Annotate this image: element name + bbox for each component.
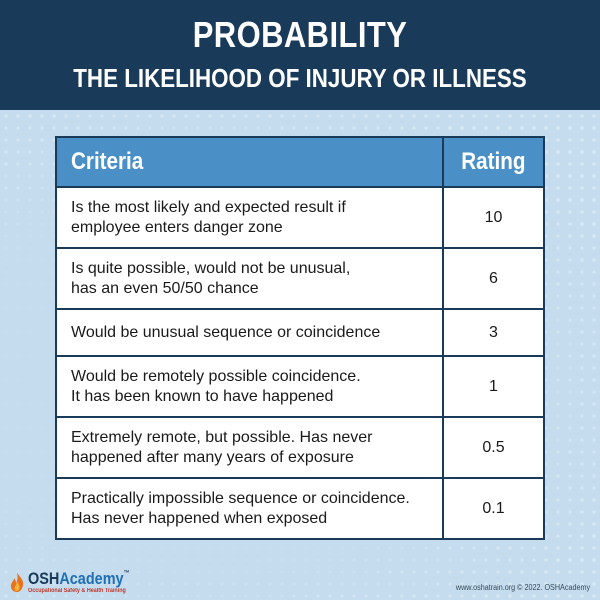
flame-icon — [8, 571, 26, 593]
rating-cell: 0.5 — [442, 416, 545, 479]
criteria-cell: Would be remotely possible coincidence. I… — [55, 355, 444, 418]
table-row: Would be unusual sequence or coincidence… — [55, 308, 545, 357]
logo-academy-text: Academy — [59, 569, 124, 588]
table-row: Is quite possible, would not be unusual,… — [55, 247, 545, 310]
probability-table: Criteria Rating Is the most likely and e… — [55, 136, 545, 540]
criteria-cell: Is quite possible, would not be unusual,… — [55, 247, 444, 310]
logo-osh-text: OSH — [28, 569, 60, 588]
rating-cell: 0.1 — [442, 477, 545, 540]
rating-column-header: Rating — [442, 136, 545, 188]
rating-cell: 1 — [442, 355, 545, 418]
table-row: Extremely remote, but possible. Has neve… — [55, 416, 545, 479]
page-subtitle: THE LIKELIHOOD OF INJURY OR ILLNESS — [73, 63, 527, 93]
page-title: PROBABILITY — [192, 14, 408, 55]
table-row: Is the most likely and expected result i… — [55, 186, 545, 249]
rating-cell: 10 — [442, 186, 545, 249]
oshacademy-logo: OSHAcademy™ Occupational Safety & Health… — [8, 569, 147, 595]
header-banner: PROBABILITY THE LIKELIHOOD OF INJURY OR … — [0, 0, 600, 110]
criteria-column-header: Criteria — [55, 136, 444, 188]
rating-cell: 6 — [442, 247, 545, 310]
probability-table-container: Criteria Rating Is the most likely and e… — [55, 136, 545, 540]
criteria-cell: Extremely remote, but possible. Has neve… — [55, 416, 444, 479]
copyright-text: www.oshatrain.org © 2022. OSHAcademy — [455, 583, 590, 592]
table-row: Practically impossible sequence or coinc… — [55, 477, 545, 540]
logo-trademark: ™ — [123, 570, 130, 577]
table-header-row: Criteria Rating — [55, 136, 545, 188]
criteria-cell: Would be unusual sequence or coincidence — [55, 308, 444, 357]
criteria-cell: Practically impossible sequence or coinc… — [55, 477, 444, 540]
criteria-cell: Is the most likely and expected result i… — [55, 186, 444, 249]
logo-tagline: Occupational Safety & Health Training — [28, 588, 126, 594]
table-row: Would be remotely possible coincidence. I… — [55, 355, 545, 418]
rating-cell: 3 — [442, 308, 545, 357]
